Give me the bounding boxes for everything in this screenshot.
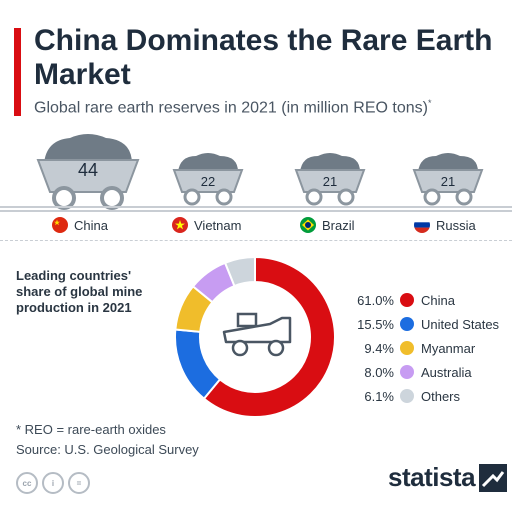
ore-pile	[418, 153, 478, 172]
cart-wheel	[337, 188, 355, 206]
legend-label: China	[421, 292, 455, 308]
legend-item-australia: 8.0% Australia	[348, 360, 508, 384]
ore-cart-russia: 21	[412, 150, 484, 208]
legend-item-myanmar: 9.4% Myanmar	[348, 336, 508, 360]
cart-wheel	[183, 188, 201, 206]
legend-item-others: 6.1% Others	[348, 384, 508, 408]
legend-swatch	[400, 293, 414, 307]
donut-slice-others	[223, 255, 256, 288]
footnote: * REO = rare-earth oxides Source: U.S. G…	[16, 420, 199, 460]
cart-wheel	[52, 186, 76, 210]
production-legend: 61.0% China 15.5% United States 9.4% Myanmar 8…	[348, 288, 508, 408]
legend-swatch	[400, 317, 414, 331]
reserve-value-russia: 21	[441, 174, 455, 189]
legend-item-china: 61.0% China	[348, 288, 508, 312]
title-accent-bar	[14, 28, 21, 116]
country-label-china: China	[52, 216, 108, 234]
page-title: China Dominates the Rare Earth Market	[34, 24, 493, 91]
reserve-value-brazil: 21	[323, 174, 337, 189]
cart-body	[172, 169, 244, 193]
cart-body	[294, 169, 366, 193]
legend-label: Others	[421, 388, 461, 404]
ore-pile	[178, 153, 238, 172]
no-derivatives-icon[interactable]: =	[68, 472, 90, 494]
ore-cart-vietnam: 22	[172, 150, 244, 208]
statista-logo[interactable]: statista	[388, 462, 508, 493]
reserve-value-china: 44	[78, 160, 98, 180]
country-label-brazil: Brazil	[300, 216, 355, 234]
ore-pile	[300, 153, 360, 172]
mining-truck-icon	[222, 312, 292, 357]
brand-mark-icon	[479, 463, 508, 492]
ore-pile	[44, 134, 132, 164]
rail-line	[0, 206, 512, 208]
country-label-vietnam: Vietnam	[172, 216, 241, 234]
license-icons: cc i =	[16, 472, 90, 494]
legend-percent: 8.0%	[364, 364, 394, 380]
cart-wheel	[215, 188, 233, 206]
cart-body	[412, 169, 484, 193]
ore-cart-brazil: 21	[294, 150, 366, 208]
brand-name: statista	[388, 462, 476, 492]
production-donut-chart	[172, 240, 338, 434]
cc-icon[interactable]: cc	[16, 472, 38, 494]
cart-wheel	[455, 188, 473, 206]
country-label-russia: Russia	[414, 216, 476, 234]
cart-wheel	[305, 188, 323, 206]
production-chart-label: Leading countries' share of global mine …	[16, 268, 143, 315]
legend-label: United States	[421, 316, 500, 332]
legend-swatch	[400, 341, 414, 355]
brazil-flag-icon	[300, 217, 316, 233]
legend-item-united-states: 15.5% United States	[348, 312, 508, 336]
page-subtitle: Global rare earth reserves in 2021 (in m…	[34, 98, 432, 117]
donut-slice-china	[202, 255, 336, 418]
ore-cart-china: 44	[34, 130, 142, 212]
reserve-value-vietnam: 22	[201, 174, 215, 189]
donut-slice-united-states	[174, 328, 222, 401]
legend-percent: 9.4%	[364, 340, 394, 356]
cart-body	[36, 159, 140, 193]
legend-swatch	[400, 389, 414, 403]
section-divider	[0, 240, 512, 241]
russia-flag-icon	[414, 217, 430, 233]
legend-swatch	[400, 365, 414, 379]
rail-line	[0, 210, 512, 212]
cart-wheel	[423, 188, 441, 206]
legend-percent: 6.1%	[364, 388, 394, 404]
vietnam-flag-icon	[172, 217, 188, 233]
source-note: Source: U.S. Geological Survey	[16, 442, 199, 457]
legend-label: Australia	[421, 364, 472, 380]
legend-label: Myanmar	[421, 340, 476, 356]
cart-wheel	[100, 186, 124, 210]
legend-percent: 61.0%	[357, 292, 394, 308]
china-flag-icon	[52, 217, 68, 233]
footnote-reo: * REO = rare-earth oxides	[16, 422, 166, 437]
attribution-icon[interactable]: i	[42, 472, 64, 494]
legend-percent: 15.5%	[357, 316, 394, 332]
